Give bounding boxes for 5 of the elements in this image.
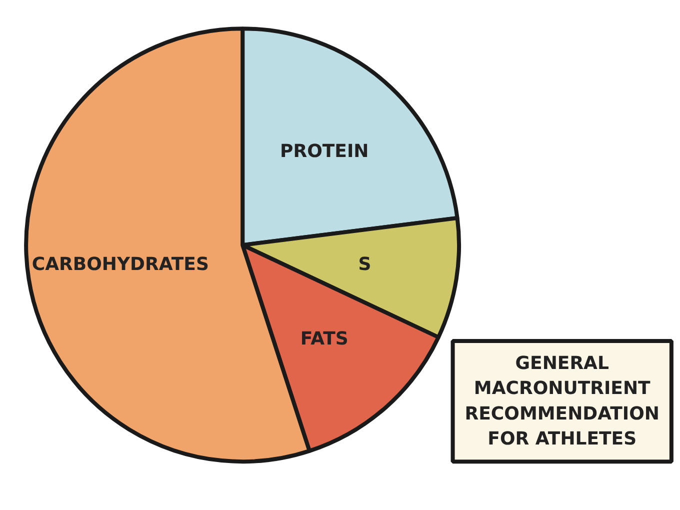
- text: GENERAL MACRONUTRIENT RECOMMENDATION FOR ATHLETES: [464, 353, 660, 450]
- slice-label: S: [358, 254, 372, 276]
- slice-label: CARBOHYDRATES: [32, 254, 209, 276]
- slice-label: PROTEIN: [280, 140, 369, 162]
- slice-label: FATS: [300, 328, 348, 350]
